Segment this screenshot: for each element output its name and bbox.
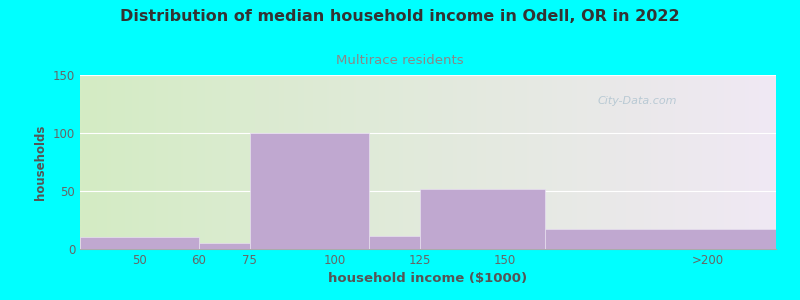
Bar bbox=[419, 189, 545, 249]
Text: Multirace residents: Multirace residents bbox=[336, 54, 464, 67]
X-axis label: household income ($1000): household income ($1000) bbox=[329, 272, 527, 285]
Text: City-Data.com: City-Data.com bbox=[597, 96, 677, 106]
Bar bbox=[250, 133, 369, 249]
Bar bbox=[199, 243, 250, 249]
Y-axis label: households: households bbox=[34, 124, 47, 200]
Bar bbox=[369, 236, 419, 249]
Bar bbox=[80, 237, 199, 249]
Bar bbox=[545, 229, 776, 249]
Text: Distribution of median household income in Odell, OR in 2022: Distribution of median household income … bbox=[120, 9, 680, 24]
